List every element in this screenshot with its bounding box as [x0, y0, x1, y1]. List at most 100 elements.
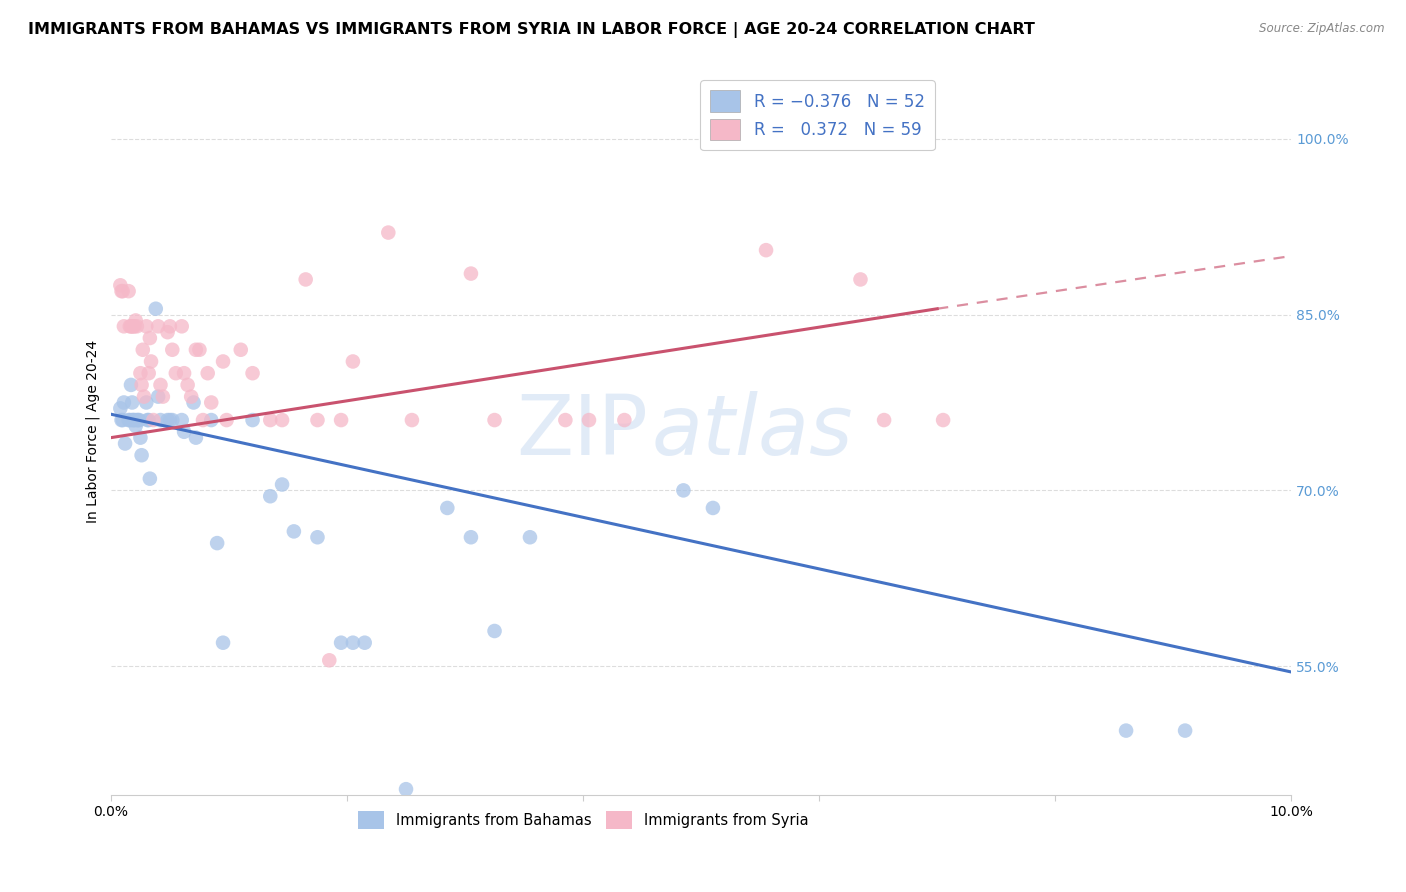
- Point: [283, 524, 305, 539]
- Point: [159, 413, 181, 427]
- Point: [242, 413, 264, 427]
- Point: [170, 319, 193, 334]
- Point: [702, 500, 724, 515]
- Point: [152, 390, 174, 404]
- Point: [180, 390, 202, 404]
- Point: [122, 413, 145, 427]
- Point: [342, 636, 364, 650]
- Point: [125, 319, 148, 334]
- Point: [127, 413, 149, 427]
- Point: [294, 272, 316, 286]
- Point: [215, 413, 238, 427]
- Point: [191, 413, 214, 427]
- Text: Source: ZipAtlas.com: Source: ZipAtlas.com: [1260, 22, 1385, 36]
- Point: [755, 243, 778, 257]
- Point: [484, 413, 506, 427]
- Point: [138, 413, 160, 427]
- Point: [1174, 723, 1197, 738]
- Point: [135, 319, 157, 334]
- Point: [330, 413, 353, 427]
- Point: [118, 319, 141, 334]
- Point: [212, 636, 235, 650]
- Y-axis label: In Labor Force | Age 20-24: In Labor Force | Age 20-24: [86, 340, 100, 524]
- Point: [184, 431, 207, 445]
- Point: [125, 413, 148, 427]
- Point: [110, 278, 132, 293]
- Point: [124, 319, 146, 334]
- Point: [932, 413, 955, 427]
- Point: [129, 431, 152, 445]
- Point: [460, 267, 482, 281]
- Point: [318, 653, 340, 667]
- Point: [342, 354, 364, 368]
- Point: [242, 366, 264, 380]
- Point: [159, 319, 181, 334]
- Point: [173, 366, 195, 380]
- Point: [117, 413, 139, 427]
- Point: [121, 319, 143, 334]
- Point: [138, 366, 160, 380]
- Point: [229, 343, 252, 357]
- Legend: Immigrants from Bahamas, Immigrants from Syria: Immigrants from Bahamas, Immigrants from…: [352, 805, 814, 835]
- Point: [436, 500, 458, 515]
- Point: [212, 354, 235, 368]
- Point: [307, 413, 329, 427]
- Point: [184, 343, 207, 357]
- Point: [197, 366, 219, 380]
- Point: [156, 325, 179, 339]
- Point: [183, 395, 205, 409]
- Point: [110, 401, 132, 416]
- Point: [121, 413, 143, 427]
- Point: [672, 483, 695, 498]
- Point: [129, 366, 152, 380]
- Text: atlas: atlas: [651, 392, 853, 472]
- Point: [162, 413, 184, 427]
- Point: [377, 226, 399, 240]
- Point: [173, 425, 195, 439]
- Text: IMMIGRANTS FROM BAHAMAS VS IMMIGRANTS FROM SYRIA IN LABOR FORCE | AGE 20-24 CORR: IMMIGRANTS FROM BAHAMAS VS IMMIGRANTS FR…: [28, 22, 1035, 38]
- Point: [139, 354, 162, 368]
- Point: [156, 413, 179, 427]
- Point: [578, 413, 600, 427]
- Point: [1115, 723, 1137, 738]
- Point: [307, 530, 329, 544]
- Point: [519, 530, 541, 544]
- Point: [121, 395, 143, 409]
- Point: [122, 319, 145, 334]
- Point: [200, 395, 222, 409]
- Point: [484, 624, 506, 638]
- Point: [849, 272, 872, 286]
- Point: [131, 378, 153, 392]
- Point: [117, 284, 139, 298]
- Point: [146, 390, 169, 404]
- Point: [176, 378, 198, 392]
- Point: [110, 284, 132, 298]
- Point: [259, 489, 281, 503]
- Point: [146, 319, 169, 334]
- Point: [111, 284, 134, 298]
- Point: [114, 436, 136, 450]
- Point: [162, 343, 184, 357]
- Point: [460, 530, 482, 544]
- Point: [125, 313, 148, 327]
- Point: [124, 413, 146, 427]
- Point: [136, 413, 159, 427]
- Point: [401, 413, 423, 427]
- Point: [128, 413, 150, 427]
- Point: [135, 395, 157, 409]
- Point: [111, 413, 134, 427]
- Point: [149, 378, 172, 392]
- Point: [110, 413, 132, 427]
- Point: [353, 636, 375, 650]
- Point: [395, 782, 418, 797]
- Point: [112, 395, 135, 409]
- Point: [118, 413, 141, 427]
- Point: [200, 413, 222, 427]
- Text: ZIP: ZIP: [516, 392, 648, 472]
- Point: [145, 301, 167, 316]
- Point: [330, 636, 353, 650]
- Point: [205, 536, 228, 550]
- Point: [259, 413, 281, 427]
- Point: [554, 413, 576, 427]
- Point: [125, 418, 148, 433]
